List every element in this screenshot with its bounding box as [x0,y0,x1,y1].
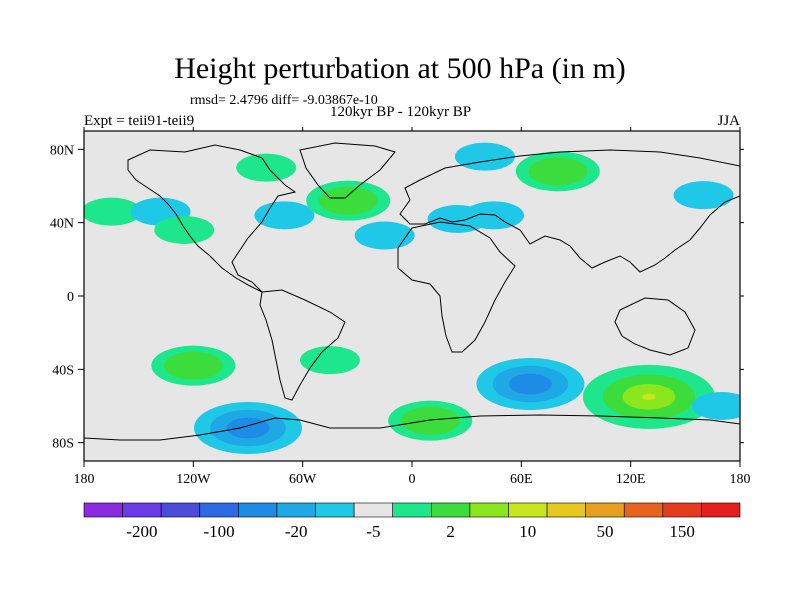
lon-tick-label: 180 [730,472,751,487]
lon-tick-label: 60E [510,472,533,487]
field-pos-2-l0 [154,216,215,244]
colorbar-swatch [701,502,741,518]
experiment-label: Expt = teii91-teii9 [84,113,195,129]
lat-tick-label: 40S [52,363,74,378]
lat-tick-label: 80S [52,437,74,452]
coast-antarctica [84,414,740,441]
colorbar-swatch [83,502,123,518]
colorbar-label: 150 [669,522,695,541]
coast-australia [614,297,696,356]
field-neg-9-l0 [454,142,515,171]
colorbar-label: -5 [366,522,380,541]
colorbar-swatch [546,502,586,518]
lon-tick-label: 120E [616,472,646,487]
colorbar-swatch [623,502,664,518]
colorbar-swatch [160,502,201,518]
colorbar-swatch [199,502,239,518]
axis-ticks: 180 120W 60W 0 60E 120E 180 80N 40N 0 40S 80S [50,127,751,487]
field-pos-5-l1 [318,186,378,215]
lon-tick-label: 60W [289,472,317,487]
colorbar-swatch [662,502,702,518]
lat-tick-label: 80N [50,143,74,158]
field-pos-12-l1 [163,351,223,380]
colorbar-swatch [469,502,509,518]
colorbar-swatch [508,502,548,518]
coast-eurasia [399,149,740,273]
coast-north-america [127,144,297,293]
lon-tick-label: 120W [176,472,211,487]
colorbar-label: -100 [203,522,234,541]
field-pos-3-l0 [236,153,297,182]
rmsd-stats: rmsd= 2.4796 diff= -9.03867e-10 [190,93,378,108]
colorbar-swatch [392,502,432,518]
colorbar-swatch [276,502,316,518]
coast-greenland [299,142,396,199]
colorbar-swatch [122,502,162,518]
coast-africa [397,221,516,353]
field-neg-6-l0 [354,221,415,250]
colorbar-swatch [315,502,355,518]
colorbar-label: 10 [519,522,536,541]
season-label: JJA [717,113,740,129]
map-title: Height perturbation at 500 hPa (in m) [174,52,626,85]
colorbar-swatch [430,502,471,518]
colorbar-swatch [585,502,625,518]
period-label: 120kyr BP - 120kyr BP [330,104,472,120]
coast-south-america [259,289,346,401]
field-pos-0-l0 [84,197,142,226]
lat-tick-label: 40N [50,217,74,232]
field-neg-18-l0 [691,392,740,420]
contour-fields [84,142,740,454]
colorbar-label: -200 [126,522,157,541]
lon-tick-label: 180 [74,472,95,487]
field-pos-15-l1 [400,406,460,435]
field-neg-4-l0 [254,201,315,230]
colorbar-label: 50 [596,522,613,541]
colorbar-label: 2 [446,522,455,541]
colorbar-swatch [238,502,278,518]
colorbar-swatch [353,502,394,518]
field-pos-10-l1 [528,157,588,186]
lat-tick-label: 0 [67,290,74,305]
lon-tick-label: 0 [409,472,416,487]
field-neg-11-l0 [673,181,734,210]
field-pos-17-l3 [642,393,656,401]
field-neg-16-l2 [508,373,553,395]
colorbar: -200 -100 -20 -5 2 10 50 150 [83,502,741,541]
field-pos-13-l0 [300,346,360,375]
field-neg-14-l2 [226,417,270,439]
coastlines [84,142,740,441]
colorbar-label: -20 [285,522,308,541]
